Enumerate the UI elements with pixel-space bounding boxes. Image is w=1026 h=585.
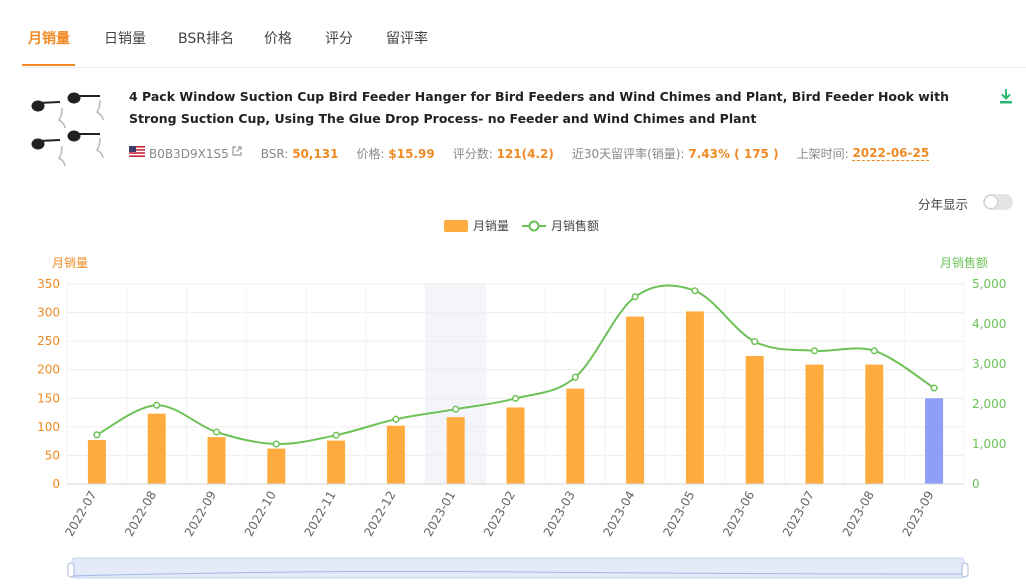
bar — [386, 425, 405, 484]
reviews-value: 121(4.2) — [496, 146, 554, 161]
price-value: $15.99 — [388, 146, 435, 161]
x-tick-label: 2023-06 — [720, 489, 757, 539]
x-tick-label: 2023-09 — [900, 489, 937, 539]
tab-price[interactable]: 价格 — [264, 31, 292, 47]
tab-bsr-rank[interactable]: BSR排名 — [178, 31, 234, 47]
line-point — [452, 405, 460, 413]
y-left-tick-label: 100 — [37, 420, 60, 434]
review-rate-label: 近30天留评率(销量): — [571, 147, 685, 161]
line-point — [392, 415, 400, 423]
toggle-knob — [985, 196, 997, 208]
product-thumbnail[interactable] — [26, 88, 110, 168]
bar — [147, 413, 166, 484]
x-tick-label: 2023-03 — [541, 489, 578, 539]
bsr-value: 50,131 — [292, 146, 339, 161]
y-right-tick-label: 0 — [972, 477, 980, 491]
line-point — [571, 373, 579, 381]
line-point — [272, 440, 280, 448]
bar — [207, 437, 226, 484]
y-left-tick-label: 0 — [52, 477, 60, 491]
bar — [925, 398, 944, 484]
listed-date-value[interactable]: 2022-06-25 — [852, 146, 930, 161]
line-point — [870, 347, 878, 355]
tab-rating[interactable]: 评分 — [325, 31, 353, 47]
bar — [267, 448, 286, 484]
x-tick-label: 2023-04 — [601, 489, 638, 539]
zoom-handle-left[interactable] — [67, 562, 75, 578]
tab-monthly-sales[interactable]: 月销量 — [28, 31, 70, 47]
y-left-axis-title: 月销量 — [52, 256, 88, 270]
y-right-tick-label: 5,000 — [972, 277, 1006, 291]
data-zoom-slider[interactable] — [71, 557, 965, 579]
line-point — [810, 347, 819, 355]
listed-date-label: 上架时间: — [796, 147, 849, 161]
x-tick-label: 2023-08 — [840, 489, 877, 539]
bar — [446, 417, 465, 484]
asin[interactable]: B0B3D9X1S5 — [149, 146, 229, 161]
line-point — [930, 384, 938, 392]
y-right-axis-title: 月销售额 — [940, 255, 988, 270]
legend-line-marker — [528, 220, 540, 232]
product-title[interactable]: 4 Pack Window Suction Cup Bird Feeder Ha… — [129, 89, 949, 126]
line-point — [332, 431, 340, 439]
x-tick-label: 2022-09 — [182, 489, 219, 539]
x-tick-label: 2023-02 — [481, 489, 518, 539]
reviews-label: 评分数: — [452, 147, 493, 161]
bsr-label: BSR: — [260, 146, 289, 161]
y-left-tick-label: 250 — [37, 334, 60, 348]
bar — [327, 440, 346, 484]
price-label: 价格: — [356, 147, 385, 161]
x-tick-label: 2023-05 — [660, 489, 697, 539]
data-zoom-preview — [71, 571, 965, 577]
line-point — [212, 428, 221, 436]
x-tick-label: 2023-01 — [421, 489, 458, 539]
us-flag-icon — [129, 146, 145, 157]
download-icon[interactable] — [998, 89, 1014, 105]
sales-amount-line — [96, 284, 935, 446]
line-point — [751, 338, 759, 346]
line-point — [93, 431, 101, 439]
metric-tabs: 月销量 日销量 BSR排名 价格 评分 留评率 — [22, 0, 1026, 68]
y-left-tick-label: 350 — [37, 277, 60, 291]
bar — [506, 407, 525, 484]
legend-line-label: 月销售额 — [551, 218, 599, 233]
x-tick-label: 2022-12 — [361, 489, 398, 539]
y-left-tick-label: 300 — [37, 306, 60, 320]
y-right-tick-label: 4,000 — [972, 317, 1006, 331]
active-tab-indicator — [22, 64, 75, 66]
x-tick-label: 2022-08 — [122, 489, 159, 539]
line-point — [511, 394, 520, 402]
bar — [805, 364, 824, 484]
tab-daily-sales[interactable]: 日销量 — [104, 31, 146, 47]
x-tick-label: 2023-07 — [780, 489, 817, 539]
external-link-icon[interactable] — [231, 145, 243, 157]
bar — [685, 311, 704, 484]
x-tick-label: 2022-11 — [302, 489, 339, 539]
line-point — [631, 293, 639, 301]
bar — [566, 388, 585, 484]
y-right-tick-label: 3,000 — [972, 357, 1006, 371]
review-rate-value: 7.43% ( 175 ) — [688, 146, 779, 161]
bar — [745, 356, 764, 484]
year-toggle-label: 分年显示 — [918, 197, 969, 212]
sales-chart: 0 50 100 150 200 250 300 350 0 1,000 2,000 3,000 4,0… — [37, 218, 1006, 579]
bar — [87, 440, 106, 484]
y-right-tick-label: 2,000 — [972, 397, 1006, 411]
legend-bar-swatch — [444, 220, 468, 232]
tab-review-rate[interactable]: 留评率 — [386, 31, 428, 47]
y-left-tick-label: 50 — [45, 448, 60, 462]
year-toggle[interactable] — [983, 194, 1013, 210]
zoom-handle-right[interactable] — [961, 562, 969, 578]
legend-bar-label: 月销量 — [473, 219, 509, 233]
y-left-tick-label: 200 — [37, 363, 60, 377]
bar — [626, 316, 645, 484]
y-right-tick-label: 1,000 — [972, 437, 1006, 451]
y-left-tick-label: 150 — [37, 391, 60, 405]
product-meta: B0B3D9X1S5 BSR: 50,131 价格: $15.99 评分数: 121… — [129, 145, 930, 163]
x-tick-label: 2022-07 — [62, 489, 99, 539]
line-point — [691, 287, 699, 295]
x-tick-label: 2022-10 — [242, 489, 279, 539]
bar — [865, 364, 884, 484]
line-point — [153, 401, 161, 409]
